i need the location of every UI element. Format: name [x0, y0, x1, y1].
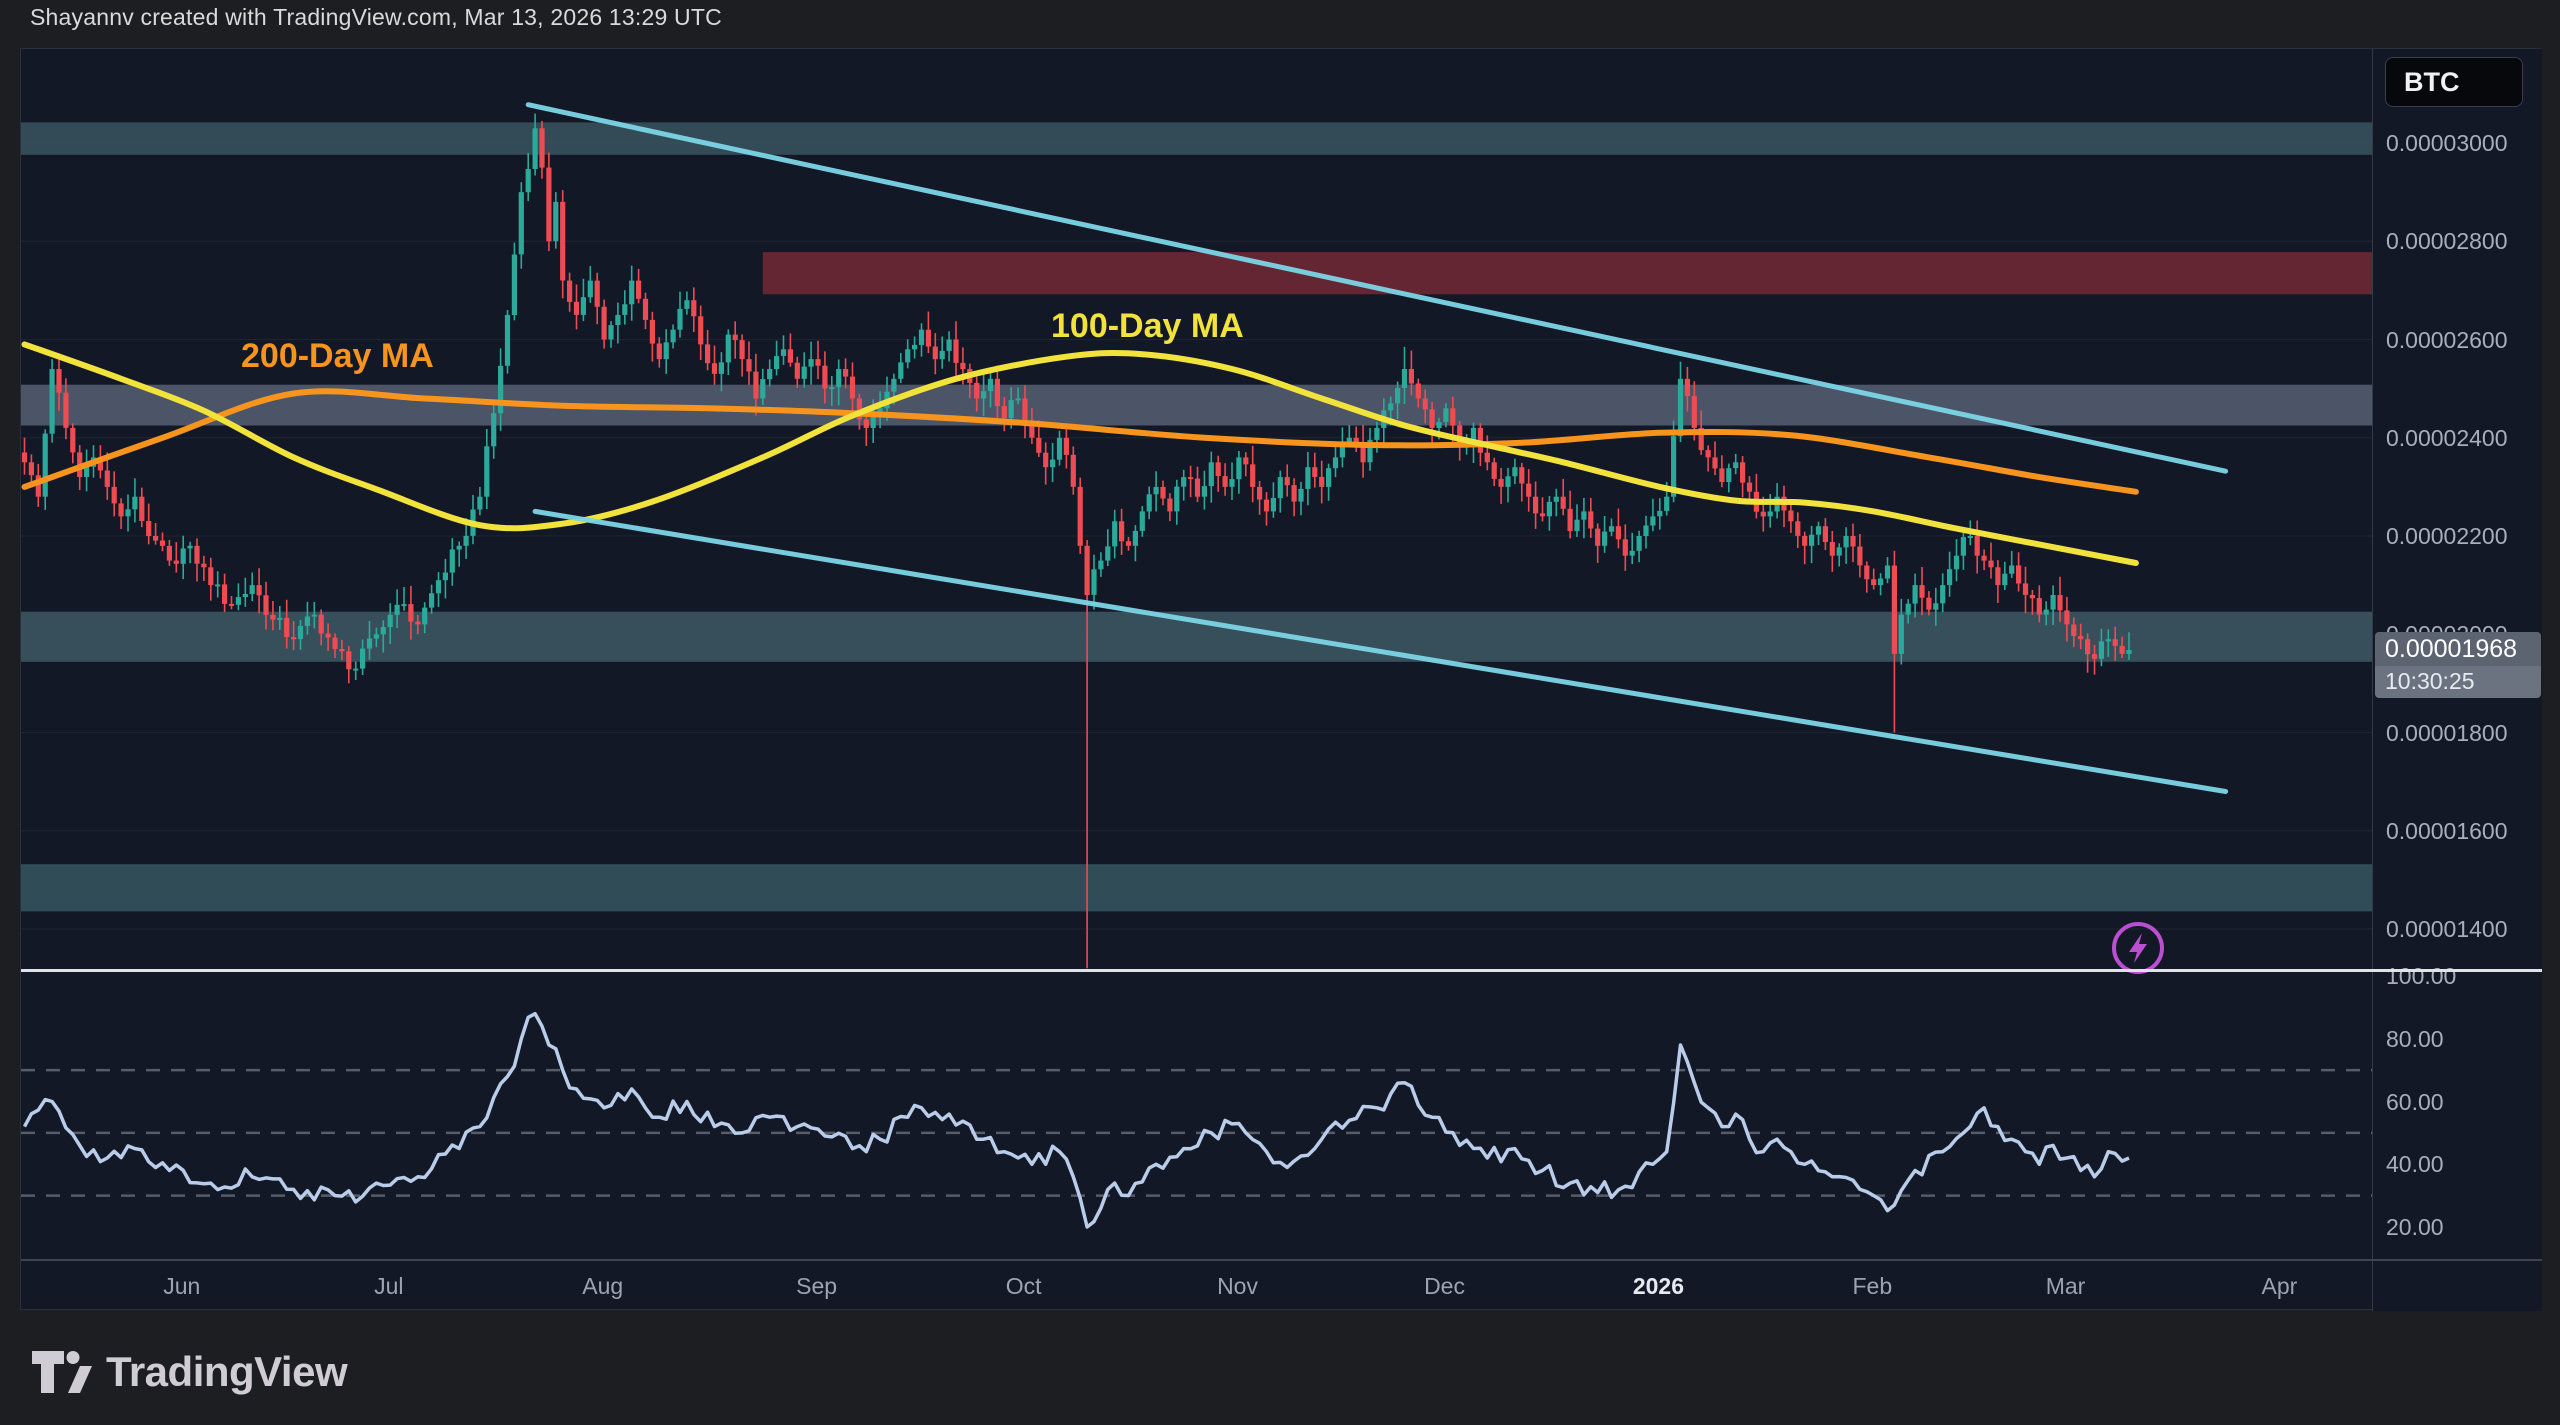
tradingview-logo-text: TradingView — [106, 1348, 348, 1395]
price-axis[interactable]: BTC 0.00001968 10:30:25 0.00003000 0.0000… — [2372, 49, 2542, 1311]
credit-bar: Shayannv created with TradingView.com, M… — [0, 0, 2560, 30]
time-axis-label-oct: Oct — [1005, 1273, 1042, 1299]
rsi-axis-label: 80.00 — [2386, 1025, 2444, 1052]
price-axis-label: 0.00002200 — [2386, 523, 2508, 549]
price-pane-canvas[interactable] — [21, 49, 2372, 971]
time-axis-separator — [21, 1259, 2542, 1261]
price-axis-label: 0.00001400 — [2386, 916, 2508, 942]
time-axis-label-jul: Jul — [374, 1273, 404, 1299]
price-axis-label: 0.00001600 — [2386, 817, 2508, 844]
time-axis-label-2026: 2026 — [1632, 1273, 1684, 1299]
rsi-axis-label: 60.00 — [2386, 1088, 2444, 1115]
price-axis-label: 0.00002600 — [2386, 326, 2508, 353]
time-axis-label-aug: Aug — [582, 1273, 624, 1299]
rsi-pane-canvas[interactable] — [21, 973, 2372, 1259]
last-price-tag: 0.00001968 10:30:25 — [2375, 632, 2541, 698]
time-axis-label-nov: Nov — [1217, 1273, 1258, 1299]
rsi-axis-label: 40.00 — [2386, 1151, 2444, 1178]
ma200-label: 200-Day MA — [241, 337, 434, 375]
pane-separator[interactable] — [21, 969, 2542, 972]
flash-boost-icon[interactable] — [2109, 919, 2167, 977]
tradingview-logo-icon — [32, 1351, 92, 1393]
countdown-timer: 10:30:25 — [2375, 666, 2541, 698]
chart-frame: 200-Day MA 100-Day MA Jun Jul Aug Sep Oct Nov… — [20, 48, 2542, 1311]
time-axis-label-dec: Dec — [1424, 1273, 1465, 1299]
time-axis-label-mar: Mar — [2045, 1273, 2086, 1299]
ma100-label: 100-Day MA — [1051, 307, 1244, 345]
time-axis-label-sep: Sep — [796, 1273, 838, 1299]
last-price-value: 0.00001968 — [2375, 632, 2541, 666]
price-axis-label: 0.00002400 — [2386, 424, 2508, 451]
chart-credit-text: Shayannv created with TradingView.com, M… — [30, 4, 722, 30]
tradingview-branding[interactable]: TradingView — [30, 1340, 348, 1404]
time-axis-label-apr: Apr — [2261, 1273, 2298, 1299]
price-axis-label: 0.00002800 — [2386, 228, 2508, 255]
rsi-axis-label: 20.00 — [2386, 1214, 2444, 1240]
rsi-axis-label: 100.00 — [2386, 963, 2457, 989]
time-axis-label-jun: Jun — [163, 1273, 201, 1299]
symbol-button[interactable]: BTC — [2385, 57, 2523, 107]
price-axis-label: 0.00001800 — [2386, 719, 2508, 746]
price-axis-label: 0.00003000 — [2386, 130, 2508, 156]
time-axis[interactable]: Jun Jul Aug Sep Oct Nov Dec 2026 Feb Mar Apr — [21, 1261, 2542, 1309]
time-axis-label-feb: Feb — [1852, 1273, 1893, 1299]
